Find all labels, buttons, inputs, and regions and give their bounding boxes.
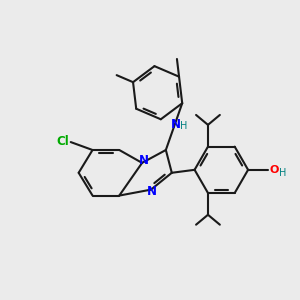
Text: H: H bbox=[279, 168, 286, 178]
Text: Cl: Cl bbox=[56, 135, 69, 148]
Text: O: O bbox=[270, 165, 279, 175]
Text: H: H bbox=[180, 121, 188, 130]
Text: N: N bbox=[171, 118, 181, 131]
Text: N: N bbox=[147, 185, 157, 198]
Text: N: N bbox=[139, 154, 149, 167]
